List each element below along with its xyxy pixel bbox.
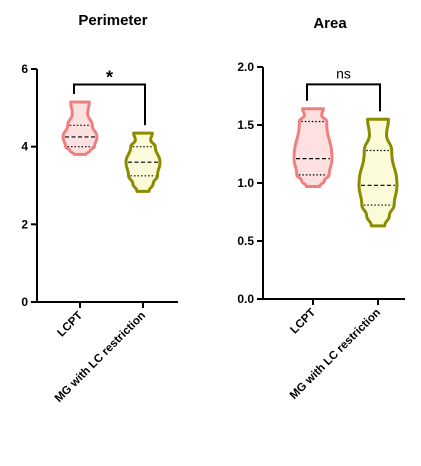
- significance-label: *: [106, 68, 113, 88]
- y-tick-label: 6: [21, 62, 28, 76]
- significance-bracket: [73, 83, 146, 126]
- violin-mg-lc-restriction: [357, 117, 399, 228]
- y-tick-label: 4: [21, 140, 28, 154]
- y-tick-label: 0.5: [237, 234, 254, 248]
- x-tick-label: LCPT: [288, 307, 318, 337]
- y-tick-label: 1.5: [237, 118, 254, 132]
- significance-label: ns: [336, 65, 351, 81]
- violin-lcpt: [292, 107, 334, 188]
- y-tick-label: 0.0: [237, 292, 254, 306]
- perimeter-title: Perimeter: [78, 12, 147, 29]
- y-tick-label: 0: [21, 295, 28, 309]
- violin-lcpt: [61, 100, 99, 156]
- area-title: Area: [313, 15, 347, 32]
- area-significance: ns: [306, 65, 381, 112]
- significance-bracket: [306, 83, 381, 112]
- perimeter-violins: [61, 100, 162, 193]
- perimeter-significance: *: [73, 68, 146, 126]
- y-tick-label: 2.0: [237, 60, 254, 74]
- y-tick-label: 2: [21, 217, 28, 231]
- y-tick-label: 1.0: [237, 176, 254, 190]
- x-tick-label: LCPT: [55, 310, 85, 340]
- area-violins: [292, 107, 399, 228]
